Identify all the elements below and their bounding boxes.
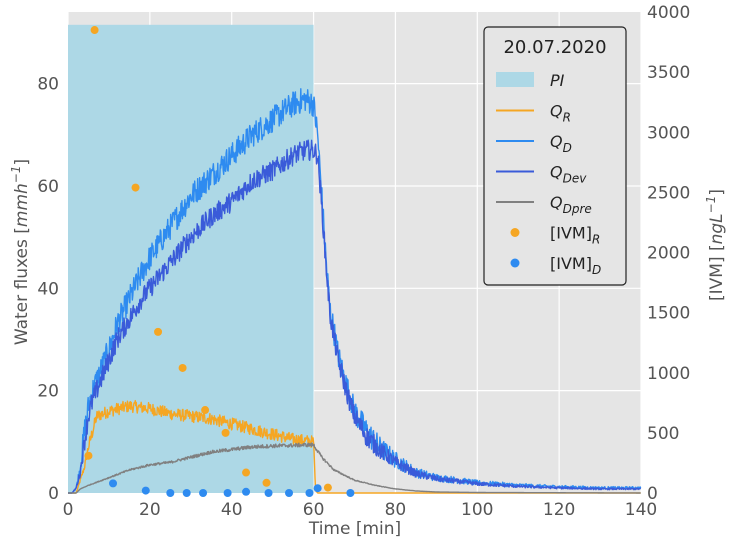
left-y-tick-label: 0 — [48, 484, 59, 504]
legend-label: [IVM]D — [550, 254, 601, 277]
left-y-axis-title-exponent: −1 — [9, 166, 23, 184]
legend-item: QDpre — [496, 193, 592, 216]
point-ivm-d — [305, 489, 314, 497]
left-y-axis-ticks: 0 20 40 60 80 — [37, 75, 59, 504]
point-ivm-d — [313, 484, 322, 493]
x-tick-label: 0 — [63, 500, 74, 520]
legend-label: [IVM]R — [550, 224, 600, 247]
x-tick-label: 40 — [221, 500, 243, 520]
x-axis-title: Time [min] — [308, 519, 401, 539]
right-y-axis-title-suffix: ] — [707, 189, 727, 196]
point-ivm-d — [199, 489, 208, 497]
legend-label: PI — [550, 71, 565, 90]
area-pi — [68, 24, 314, 494]
point-ivm-r — [131, 183, 140, 192]
point-ivm-d — [242, 487, 251, 496]
series-line-q-dpre — [67, 442, 641, 494]
legend-swatch — [510, 228, 520, 237]
legend-item: PI — [496, 71, 565, 90]
point-ivm-r — [178, 363, 187, 372]
left-y-axis-title-unit: mmh — [12, 183, 32, 227]
x-tick-label: 80 — [385, 500, 407, 520]
point-ivm-r — [242, 468, 251, 477]
right-y-tick-label: 500 — [647, 424, 679, 444]
legend-item: QD — [496, 132, 572, 155]
point-ivm-r — [154, 327, 163, 336]
point-ivm-r — [90, 26, 99, 35]
legend-item: [IVM]R — [510, 224, 600, 247]
right-y-tick-label: 2000 — [647, 244, 690, 264]
legend-item: [IVM]D — [510, 254, 601, 277]
right-y-axis-title-prefix: [IVM] [ — [707, 244, 727, 301]
legend-swatch — [496, 72, 534, 87]
right-y-tick-label: 4000 — [647, 3, 690, 23]
legend-items: PI QR QD QDev QDpre [IVM]R [IVM]D — [496, 71, 601, 277]
legend-item: QDev — [496, 163, 587, 186]
right-y-axis-title-exponent: −1 — [704, 196, 718, 214]
legend-box — [483, 26, 627, 286]
legend-label: QDpre — [550, 193, 592, 216]
legend-item: QR — [496, 102, 571, 125]
legend-title: 20.07.2020 — [503, 37, 606, 58]
legend-label: QR — [550, 102, 571, 125]
legend-swatch — [510, 258, 520, 268]
area-layer — [68, 24, 314, 494]
left-y-axis-title: Water fluxes [mmh−1] — [9, 159, 32, 345]
series-line-q-dev — [67, 139, 642, 494]
x-tick-label: 60 — [303, 500, 325, 520]
point-ivm-d — [264, 489, 273, 497]
left-y-tick-label: 40 — [37, 279, 59, 299]
point-ivm-d — [346, 489, 355, 497]
point-ivm-d — [182, 489, 191, 497]
x-tick-label: 140 — [625, 500, 657, 520]
legend-label: QD — [550, 132, 572, 155]
x-tick-label: 120 — [543, 500, 575, 520]
x-axis-ticks: 0 20 40 60 80 100 120 140 — [63, 500, 658, 520]
point-ivm-d — [285, 489, 294, 497]
right-y-tick-label: 1500 — [647, 304, 690, 324]
right-y-tick-label: 3500 — [647, 63, 690, 83]
point-ivm-d — [141, 486, 150, 495]
point-ivm-r — [221, 428, 230, 437]
point-ivm-d — [166, 489, 175, 497]
right-y-axis-title: [IVM] [ngL−1] — [704, 189, 727, 301]
x-tick-label: 100 — [461, 500, 493, 520]
right-y-tick-label: 2500 — [647, 183, 690, 203]
left-y-tick-label: 20 — [37, 382, 59, 402]
point-ivm-r — [201, 406, 210, 415]
x-tick-label: 20 — [139, 500, 161, 520]
left-y-axis-title-prefix: Water fluxes [ — [12, 227, 32, 345]
right-y-tick-label: 1000 — [647, 364, 690, 384]
point-ivm-d — [109, 479, 118, 488]
point-layer — [84, 26, 355, 497]
right-y-tick-label: 3000 — [647, 123, 690, 143]
right-y-tick-label: 0 — [647, 484, 658, 504]
point-ivm-r — [262, 478, 271, 487]
right-y-axis-ticks: 0 500 1000 1500 2000 2500 3000 3500 4000 — [647, 3, 690, 504]
point-ivm-r — [323, 483, 332, 492]
left-y-tick-label: 80 — [37, 75, 59, 95]
left-y-axis-title-suffix: ] — [12, 159, 32, 166]
left-y-tick-label: 60 — [37, 177, 59, 197]
legend: 20.07.2020 PI QR QD QDev QDpre [IVM]R [IVM]D — [483, 26, 627, 286]
point-ivm-r — [84, 451, 93, 460]
point-ivm-d — [223, 489, 232, 497]
legend-label: QDev — [550, 163, 587, 186]
right-y-axis-title-unit: ngL — [707, 213, 727, 244]
